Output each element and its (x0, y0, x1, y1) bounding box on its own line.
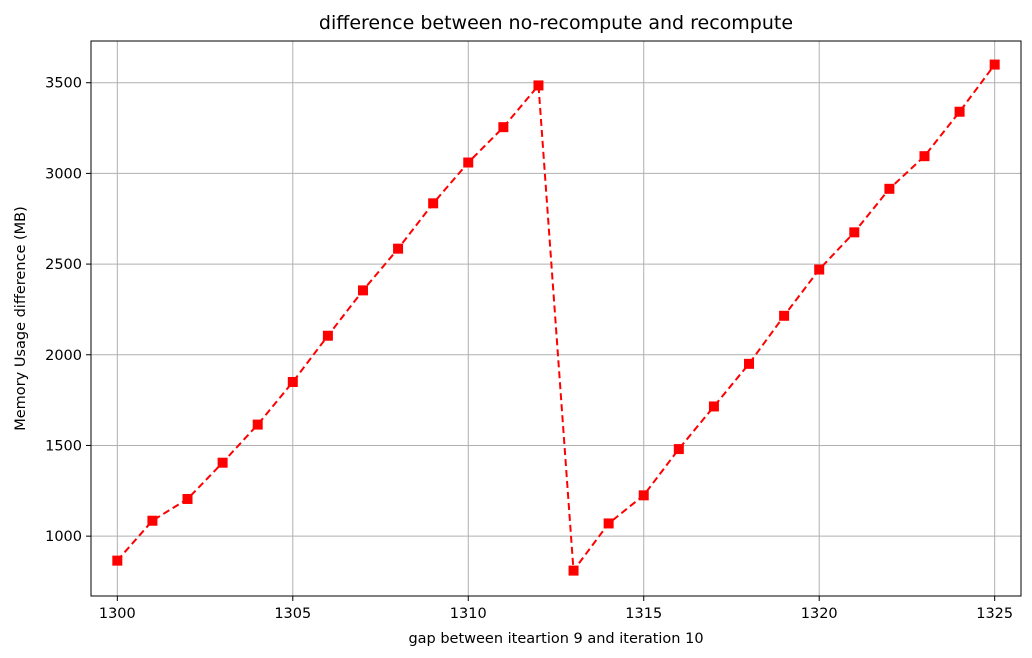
data-point-marker (533, 80, 544, 91)
grid-lines (91, 41, 1021, 596)
data-point-marker (954, 106, 965, 117)
data-point-marker (498, 122, 509, 133)
x-axis-ticks: 1300 1305 1310 1315 1320 1325 (99, 596, 1013, 622)
data-series (112, 59, 1000, 576)
data-point-marker (393, 243, 404, 254)
chart-title: difference between no-recompute and reco… (319, 12, 793, 34)
y-tick-label: 2000 (45, 348, 82, 364)
data-point-marker (814, 264, 825, 275)
x-axis-label: gap between iteartion 9 and iteration 10 (408, 631, 703, 647)
y-tick-label: 3500 (45, 76, 82, 92)
data-point-marker (463, 157, 474, 168)
x-tick-label: 1325 (976, 606, 1013, 622)
x-tick-label: 1320 (801, 606, 838, 622)
data-point-marker (568, 565, 579, 576)
x-tick-label: 1305 (274, 606, 311, 622)
data-point-marker (673, 444, 684, 455)
data-point-marker (603, 518, 614, 529)
data-point-marker (357, 285, 368, 296)
data-point-marker (919, 151, 930, 162)
y-tick-label: 2500 (45, 257, 82, 273)
data-point-marker (252, 419, 263, 430)
data-point-marker (428, 198, 439, 209)
y-tick-label: 1000 (45, 529, 82, 545)
x-tick-label: 1315 (625, 606, 662, 622)
series-line (116, 64, 996, 574)
data-point-marker (638, 490, 649, 501)
y-axis-label: Memory Usage difference (MB) (13, 206, 29, 431)
data-point-marker (322, 330, 333, 341)
y-tick-label: 1500 (45, 438, 82, 454)
data-point-marker (217, 457, 228, 468)
data-point-marker (779, 310, 790, 321)
data-point-marker (744, 358, 755, 369)
x-tick-label: 1310 (450, 606, 487, 622)
data-point-marker (989, 59, 1000, 70)
x-tick-label: 1300 (99, 606, 136, 622)
data-point-marker (182, 493, 193, 504)
plot-frame (90, 40, 1022, 597)
data-point-marker (708, 401, 719, 412)
data-point-marker (147, 515, 158, 526)
data-point-marker (287, 376, 298, 387)
y-tick-label: 3000 (45, 166, 82, 182)
data-point-marker (884, 183, 895, 194)
data-point-marker (112, 555, 123, 566)
y-axis-ticks: 1000 1500 2000 2500 3000 3500 (45, 76, 91, 545)
data-point-marker (849, 227, 860, 238)
